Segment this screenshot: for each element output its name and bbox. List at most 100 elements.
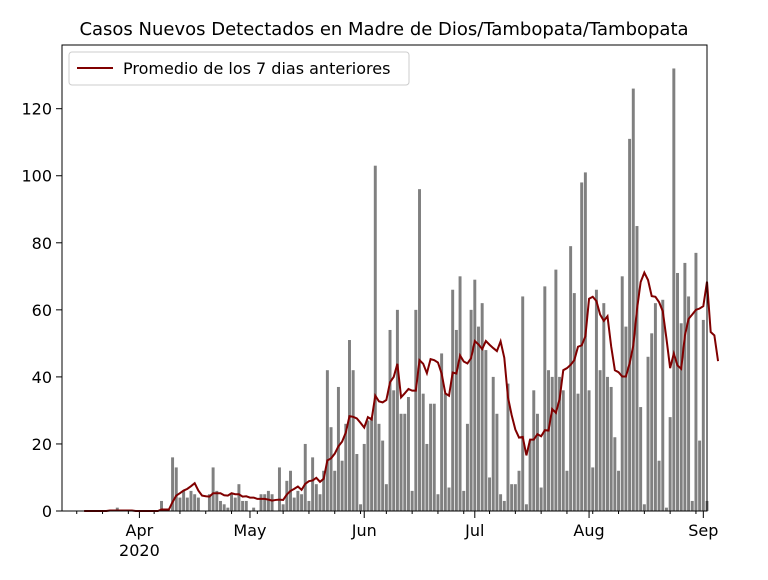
y-tick-label: 40 — [32, 368, 52, 387]
bar — [351, 370, 355, 511]
bar — [646, 356, 650, 511]
bar — [362, 443, 366, 511]
bar — [683, 262, 687, 511]
y-tick-label: 120 — [21, 100, 52, 119]
bar — [263, 494, 267, 511]
bar — [639, 407, 643, 511]
bar — [572, 293, 576, 511]
bar — [395, 309, 399, 511]
bar — [377, 423, 381, 511]
bar — [620, 276, 624, 511]
bar — [701, 319, 705, 511]
bar — [436, 494, 440, 511]
bar — [418, 189, 421, 511]
legend: Promedio de los 7 dias anteriores — [68, 51, 410, 86]
bar — [502, 500, 506, 511]
legend-box — [68, 51, 410, 86]
bar — [292, 497, 296, 511]
bar — [244, 500, 248, 511]
y-axis: 0 20 40 60 80 100 120 — [21, 100, 62, 521]
plot-frame — [61, 44, 708, 512]
bar — [609, 386, 613, 511]
bar — [495, 413, 499, 511]
bar — [384, 484, 388, 511]
bar — [381, 440, 385, 511]
bar — [333, 470, 337, 511]
bar — [694, 252, 698, 512]
bar — [661, 299, 665, 511]
bar — [178, 497, 182, 511]
bar — [193, 494, 197, 511]
bar — [664, 507, 668, 511]
bar — [252, 507, 256, 511]
bar — [318, 494, 322, 511]
bar — [513, 484, 517, 511]
bar — [580, 182, 584, 511]
x-tick-label: May — [233, 521, 266, 540]
bar — [550, 376, 554, 511]
y-tick-label: 0 — [42, 502, 52, 521]
bar — [465, 423, 469, 511]
bar — [528, 440, 532, 511]
bar — [613, 437, 617, 511]
bar — [366, 420, 370, 511]
bar — [558, 376, 562, 511]
bar — [587, 390, 591, 511]
bar — [650, 333, 654, 511]
bar — [440, 353, 444, 511]
bar — [668, 417, 672, 511]
bar — [307, 500, 311, 511]
bar — [314, 484, 318, 511]
bar — [698, 440, 702, 511]
bar — [373, 165, 377, 511]
bar — [322, 470, 326, 511]
bar — [594, 289, 598, 511]
bar — [215, 490, 219, 511]
bar — [635, 226, 639, 512]
bar — [535, 413, 539, 511]
bar — [687, 296, 691, 511]
bar — [565, 470, 569, 511]
bar — [561, 390, 565, 511]
bar — [266, 490, 270, 511]
bar — [480, 303, 484, 511]
bar — [676, 272, 679, 511]
bar — [230, 494, 234, 511]
bar — [370, 417, 374, 511]
bar — [336, 386, 340, 511]
bar — [521, 296, 525, 511]
bar — [311, 457, 315, 511]
y-tick-label: 100 — [21, 167, 52, 186]
bar — [543, 286, 547, 511]
bar — [554, 269, 558, 511]
bar — [344, 423, 348, 511]
bar — [348, 340, 351, 511]
bar — [300, 494, 304, 511]
bar — [174, 467, 178, 511]
bar — [340, 460, 344, 511]
bar — [458, 276, 462, 511]
bar — [211, 467, 215, 511]
bar — [454, 329, 458, 511]
bar — [270, 494, 274, 511]
bar — [477, 326, 480, 511]
bar — [392, 390, 396, 511]
bar — [451, 289, 455, 511]
bar — [443, 393, 447, 511]
bar — [219, 500, 222, 511]
bar — [532, 390, 536, 511]
bar — [447, 487, 451, 511]
bar — [624, 326, 628, 511]
bar — [281, 504, 285, 511]
bar — [237, 484, 241, 511]
bar — [642, 504, 646, 511]
bar — [410, 490, 414, 511]
bar — [414, 309, 418, 511]
bar — [259, 494, 263, 511]
bar — [222, 504, 226, 511]
bar — [631, 88, 635, 511]
y-tick-label: 20 — [32, 435, 52, 454]
bar — [388, 329, 392, 511]
bar — [185, 497, 189, 511]
bar — [207, 494, 211, 511]
